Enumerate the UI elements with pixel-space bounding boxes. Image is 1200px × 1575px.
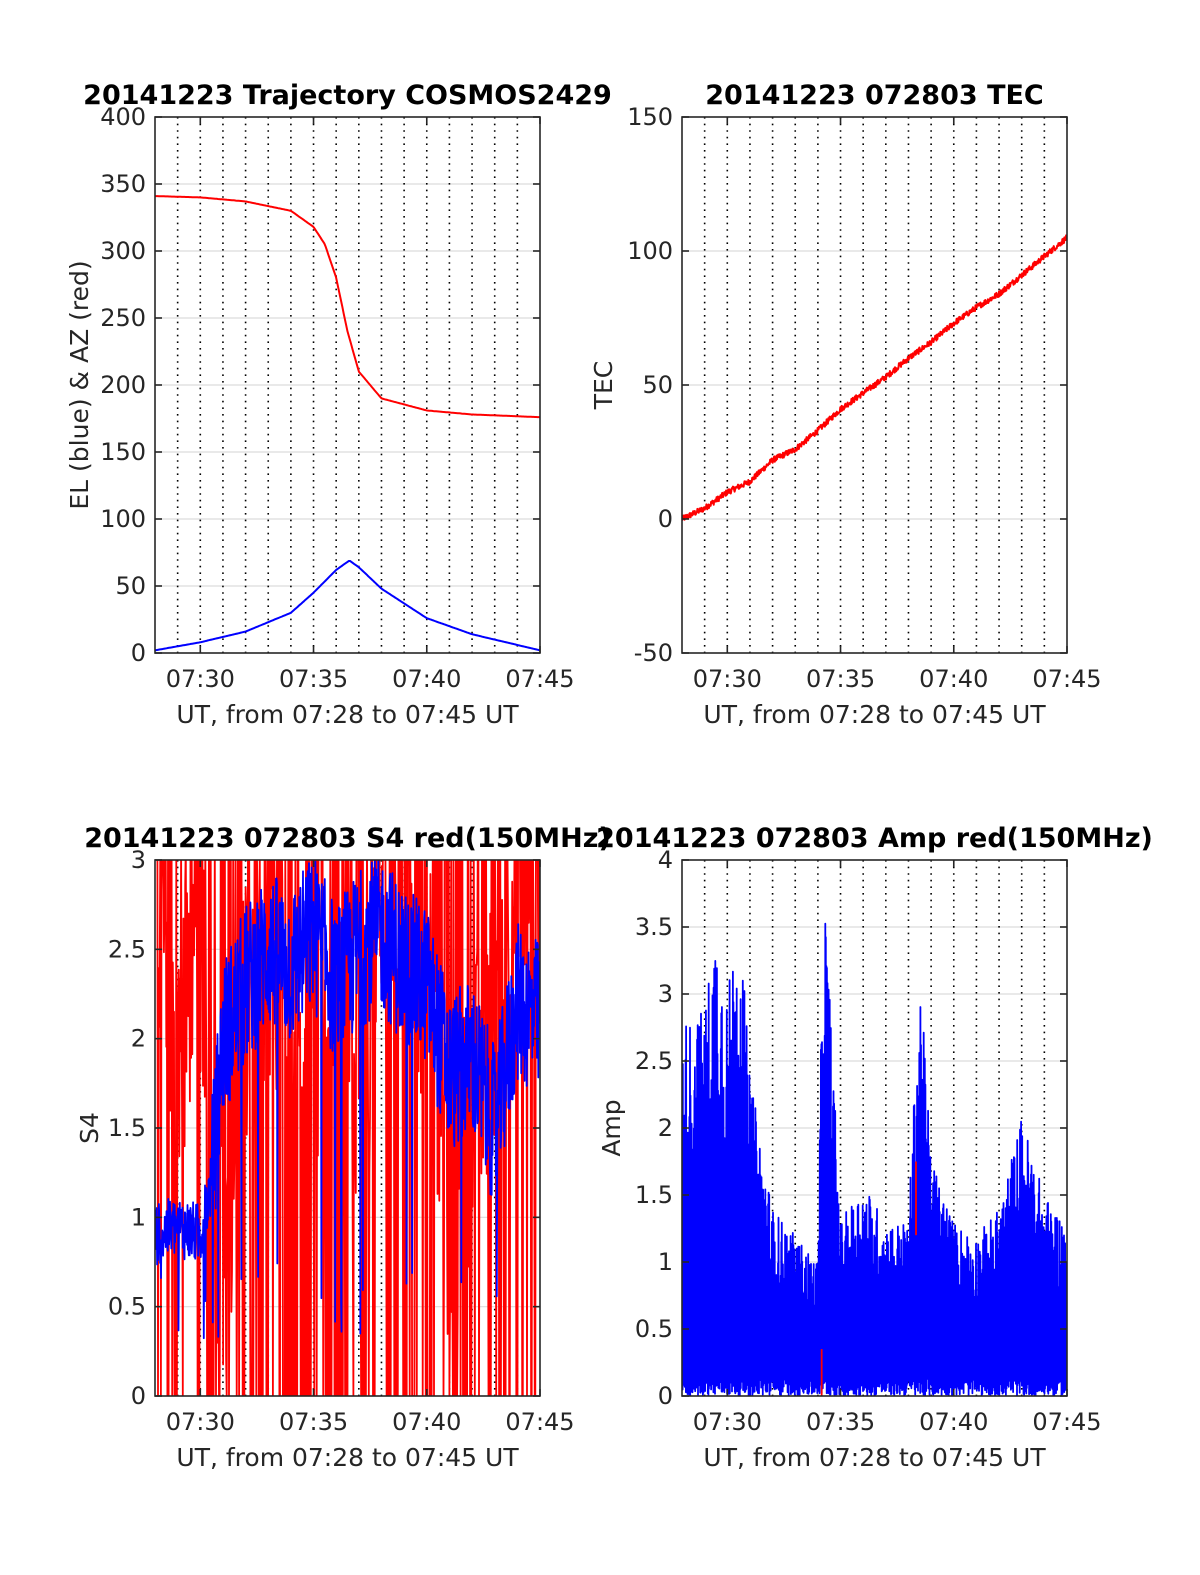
chart-panel-4: 0 0.5 1 1.5 2 2.5 3 3.5 4 07:30 07:35 07:40 07:45 201…	[596, 823, 1153, 1472]
y-tick-label: 0	[658, 505, 673, 533]
y-axis-label: EL (blue) & AZ (red)	[65, 260, 94, 509]
y-tick-label: 0.5	[635, 1315, 673, 1343]
x-tick-label: 07:45	[1032, 665, 1101, 693]
y-tick-label: 400	[100, 103, 146, 131]
y-tick-label: 2.5	[108, 935, 146, 963]
y-tick-label: 0.5	[108, 1293, 146, 1321]
y-tick-label: 100	[100, 505, 146, 533]
y-tick-label: 100	[627, 237, 673, 265]
y-tick-label: 200	[100, 371, 146, 399]
x-axis-label: UT, from 07:28 to 07:45 UT	[176, 700, 519, 729]
chart-panel-1: 0 50 100 150 200 250 300 350 400 07:30 07:35 07:40 0…	[65, 80, 612, 729]
y-tick-label: 1.5	[108, 1114, 146, 1142]
y-axis-label: Amp	[597, 1099, 626, 1156]
series-group	[682, 234, 1067, 521]
x-tick-label: 07:45	[1032, 1408, 1101, 1436]
series-line-1	[155, 195, 540, 419]
y-tick-label: 0	[131, 1382, 146, 1410]
x-axis-label: UT, from 07:28 to 07:45 UT	[703, 1443, 1046, 1472]
y-tick-label: 0	[658, 1382, 673, 1410]
series-line-1	[156, 860, 540, 1396]
y-tick-label: 3.5	[635, 913, 673, 941]
x-tick-label: 07:40	[919, 665, 988, 693]
y-tick-label: 50	[115, 572, 146, 600]
x-axis-label: UT, from 07:28 to 07:45 UT	[176, 1443, 519, 1472]
y-tick-label: 0	[131, 639, 146, 667]
y-tick-label: 250	[100, 304, 146, 332]
chart-title: 20141223 072803 Amp red(150MHz)	[596, 823, 1153, 854]
y-tick-label: 50	[642, 371, 673, 399]
x-tick-label: 07:40	[919, 1408, 988, 1436]
x-tick-label: 07:35	[806, 1408, 875, 1436]
y-axis-label: S4	[75, 1112, 104, 1144]
x-tick-label: 07:30	[166, 1408, 235, 1436]
x-tick-label: 07:30	[166, 665, 235, 693]
x-tick-label: 07:35	[279, 665, 348, 693]
x-tick-label: 07:40	[392, 665, 461, 693]
y-tick-label: 1.5	[635, 1181, 673, 1209]
y-tick-label: 2	[131, 1025, 146, 1053]
y-tick-label: 350	[100, 170, 146, 198]
x-tick-label: 07:45	[505, 665, 574, 693]
y-tick-label: 300	[100, 237, 146, 265]
series-line-2	[155, 560, 540, 652]
y-tick-label: 3	[658, 980, 673, 1008]
chart-title: 20141223 Trajectory COSMOS2429	[83, 80, 612, 111]
x-tick-label: 07:30	[693, 665, 762, 693]
chart-panel-3: 0 0.5 1 1.5 2 2.5 3 07:30 07:35 07:40 07:45 2014122…	[75, 823, 611, 1472]
series-group	[155, 195, 540, 652]
y-tick-label: 2	[658, 1114, 673, 1142]
series-line-1	[682, 234, 1067, 521]
y-tick-label: 2.5	[635, 1047, 673, 1075]
series-line-2	[155, 860, 540, 1340]
y-tick-label: 150	[100, 438, 146, 466]
x-tick-label: 07:45	[505, 1408, 574, 1436]
y-tick-label: 1	[658, 1248, 673, 1276]
chart-title: 20141223 072803 S4 red(150MHz)	[84, 823, 611, 854]
y-tick-label: 3	[131, 846, 146, 874]
x-tick-label: 07:30	[693, 1408, 762, 1436]
y-axis-label: TEC	[589, 361, 618, 411]
chart-panel-2: -50 0 50 100 150 07:30 07:35 07:40 07:45 20141223…	[589, 80, 1102, 729]
x-tick-label: 07:35	[279, 1408, 348, 1436]
y-tick-label: -50	[634, 639, 673, 667]
y-tick-label: 1	[131, 1203, 146, 1231]
x-tick-label: 07:35	[806, 665, 875, 693]
chart-title: 20141223 072803 TEC	[705, 80, 1044, 111]
y-tick-label: 4	[658, 846, 673, 874]
y-tick-label: 150	[627, 103, 673, 131]
x-tick-label: 07:40	[392, 1408, 461, 1436]
series-group	[155, 860, 540, 1396]
x-axis-label: UT, from 07:28 to 07:45 UT	[703, 700, 1046, 729]
